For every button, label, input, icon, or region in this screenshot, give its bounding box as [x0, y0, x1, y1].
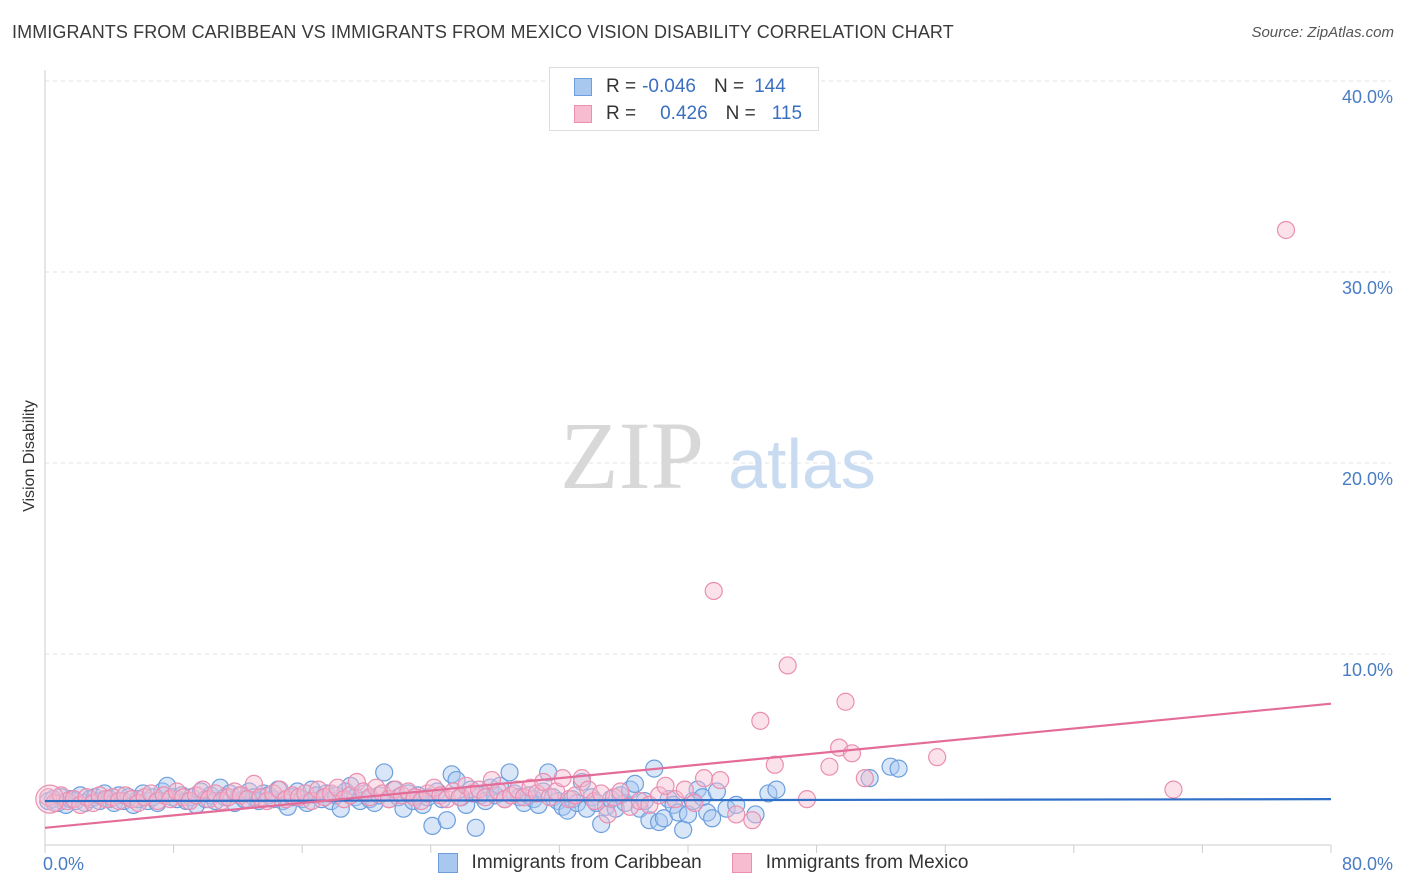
legend-r-value: 0.426 [660, 103, 708, 124]
caribbean-point [375, 763, 394, 782]
caribbean-point [889, 759, 908, 778]
caribbean-point [698, 803, 717, 822]
legend-n-value: 144 [754, 76, 786, 97]
legend-label-mexico: Immigrants from Mexico [765, 852, 969, 873]
watermark-atlas: atlas [728, 425, 876, 503]
caribbean-point [678, 805, 698, 824]
caribbean-point [625, 774, 645, 793]
x-tick-label: 80.0% [1342, 854, 1393, 874]
y-tick-label: 40.0% [1342, 87, 1393, 107]
y-tick-label: 30.0% [1342, 278, 1393, 298]
axes [44, 70, 1332, 853]
x-tick-label: 0.0% [43, 854, 84, 874]
caribbean-point [860, 769, 879, 788]
caribbean-point [674, 820, 693, 839]
mexico-point [35, 784, 65, 814]
mexico-point [611, 782, 630, 801]
mexico-point [424, 778, 444, 797]
watermark: ZIP atlas [560, 402, 876, 509]
legend-n-label: N = [725, 103, 756, 124]
legend-r-value: -0.046 [642, 76, 696, 97]
legend-item-caribbean[interactable]: Immigrants from Caribbean [437, 852, 702, 874]
caribbean-point [592, 814, 611, 834]
series-mexico-points [35, 220, 1296, 830]
grid-lines [45, 80, 1391, 655]
trend-lines [44, 702, 1332, 829]
legend-swatch-pink [574, 105, 592, 123]
series-legend: Immigrants from Caribbean Immigrants fro… [0, 852, 1406, 874]
legend-row-mexico: R = 0.426 N = 115 [574, 102, 802, 126]
legend-r-label: R = [606, 103, 637, 124]
mexico-point [685, 793, 704, 813]
legend-swatch-blue [574, 78, 592, 96]
mexico-point [743, 811, 762, 830]
legend-swatch-blue [437, 853, 458, 873]
caribbean-point [466, 818, 485, 837]
source-label: Source: ZipAtlas.com [1251, 24, 1394, 41]
mexico-point [820, 757, 839, 776]
y-axis-label: Vision Disability [21, 400, 38, 512]
caribbean-point [158, 776, 177, 795]
y-tick-label: 20.0% [1342, 469, 1393, 489]
mexico-point [656, 776, 675, 795]
legend-item-mexico[interactable]: Immigrants from Mexico [731, 852, 969, 874]
caribbean-point [746, 805, 765, 824]
watermark-zip: ZIP [560, 402, 704, 509]
mexico-point [778, 656, 797, 675]
mexico-point [1276, 220, 1296, 240]
chart-title: IMMIGRANTS FROM CARIBBEAN VS IMMIGRANTS … [12, 22, 954, 42]
legend-row-caribbean: R = -0.046 N = 144 [574, 75, 786, 99]
mexico-trend-line [44, 702, 1332, 829]
legend-r-label: R = [606, 76, 637, 97]
caribbean-point [500, 763, 519, 782]
mexico-point [347, 772, 366, 792]
mexico-point [751, 711, 770, 730]
mexico-point [621, 797, 640, 816]
caribbean-point [437, 811, 456, 830]
caribbean-point [558, 801, 577, 820]
mexico-point [572, 769, 592, 788]
caribbean-trend-line [44, 798, 1332, 803]
mexico-point [694, 769, 714, 788]
tick-labels: 10.0% 20.0% 30.0% 40.0% 0.0% 80.0% [43, 87, 1393, 874]
mexico-point [711, 770, 730, 790]
correlation-legend: R = -0.046 N = 144 R = 0.426 N = 115 [549, 67, 819, 131]
mexico-point [534, 772, 553, 792]
legend-n-value: 115 [771, 103, 803, 124]
mexico-point [1164, 780, 1183, 799]
caribbean-point [703, 809, 722, 828]
legend-label-caribbean: Immigrants from Caribbean [471, 852, 702, 873]
mexico-point [727, 805, 746, 824]
mexico-point [842, 744, 862, 763]
caribbean-point [767, 780, 786, 799]
legend-swatch-pink [731, 853, 752, 873]
mexico-point [855, 769, 874, 788]
legend-n-label: N = [713, 76, 745, 97]
mexico-point [704, 581, 723, 601]
mexico-point [836, 692, 855, 711]
mexico-point [598, 805, 617, 824]
y-tick-label: 10.0% [1342, 660, 1393, 680]
mexico-point [675, 780, 694, 799]
mexico-point [928, 748, 947, 767]
